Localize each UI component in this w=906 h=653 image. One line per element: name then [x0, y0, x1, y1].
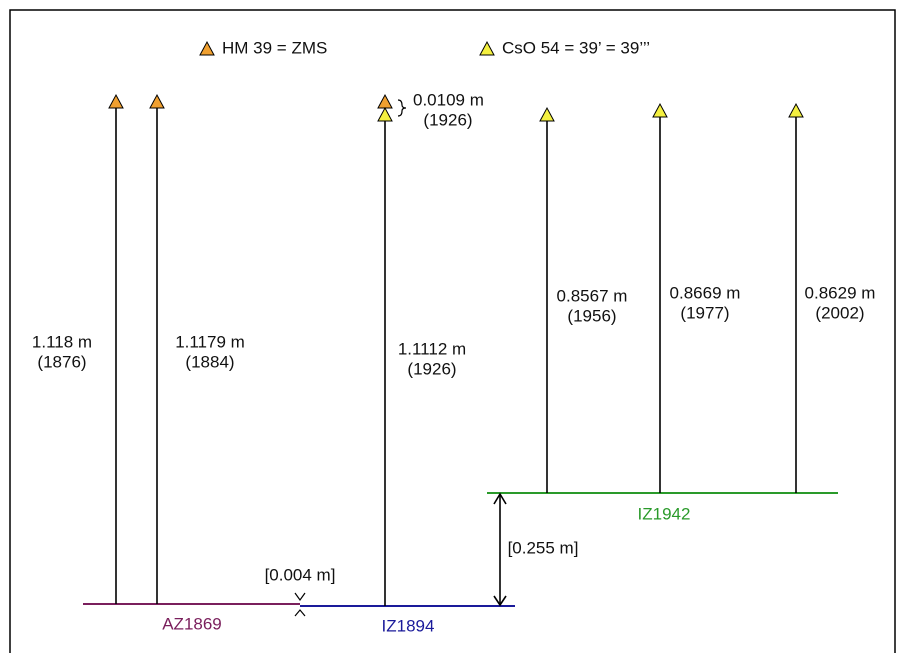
offset-label: [0.255 m] — [508, 538, 579, 557]
legend-label: HM 39 = ZMS — [222, 38, 327, 57]
measure-year: (1884) — [185, 352, 234, 371]
measure-year: (1977) — [680, 303, 729, 322]
legend-label: CsO 54 = 39’ = 39’’’ — [502, 38, 650, 57]
measure-length: 1.1112 m — [398, 339, 466, 358]
measure-year: (1926) — [407, 359, 456, 378]
measure-length: 1.1179 m — [175, 332, 245, 351]
offset-arrows — [493, 492, 507, 607]
measure-length: 0.8567 m — [557, 286, 628, 305]
measure-length: 1.118 m — [32, 332, 92, 351]
measure-length: 0.8669 m — [670, 283, 741, 302]
measure-year: (1956) — [567, 306, 616, 325]
marker-hm — [377, 93, 393, 109]
difference-length: 0.0109 m — [413, 90, 484, 109]
datum-label: AZ1869 — [162, 614, 222, 633]
offset-label: [0.004 m] — [265, 565, 336, 584]
measure-year: (1876) — [37, 352, 86, 371]
frame — [9, 9, 896, 653]
marker-hm — [108, 93, 124, 109]
offset-arrows — [294, 592, 306, 617]
marker-cso — [539, 106, 555, 122]
measure-year: (2002) — [815, 303, 864, 322]
measure-length: 0.8629 m — [805, 283, 876, 302]
marker-cso — [788, 102, 804, 118]
datum-label: IZ1894 — [382, 616, 435, 635]
marker-cso — [652, 102, 668, 118]
difference-year: (1926) — [423, 110, 472, 129]
marker-cso — [377, 106, 393, 122]
legend-marker-cso — [479, 40, 495, 56]
datum-label: IZ1942 — [638, 504, 691, 523]
brace — [397, 99, 407, 117]
legend-marker-hm — [199, 40, 215, 56]
marker-hm — [149, 93, 165, 109]
